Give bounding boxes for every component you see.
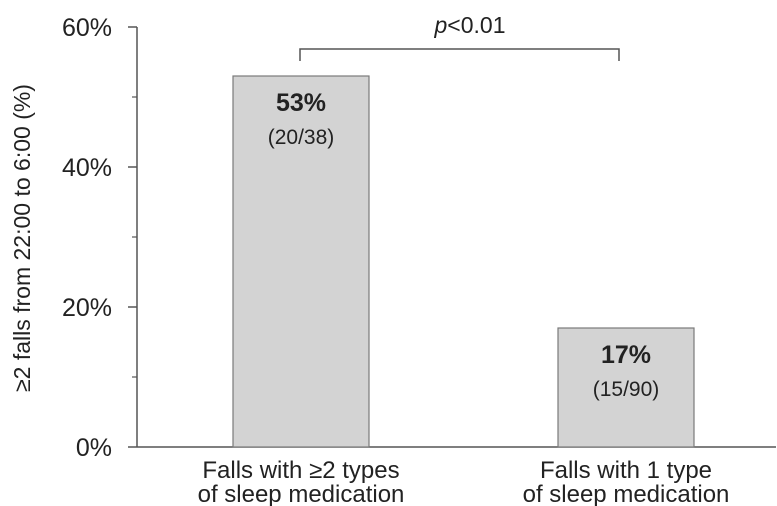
p-value-label: p<0.01 [434,12,506,38]
significance-bracket-line [299,48,620,61]
y-tick-label: 20% [62,294,112,322]
x-category-label-line: of sleep medication [198,481,405,506]
x-category-label: Falls with ≥2 types of sleep medication [198,457,405,506]
y-tick-label: 60% [62,14,112,42]
bar-value-label: 17% [601,341,651,369]
bar-value-label: 53% [276,89,326,117]
x-category-label: Falls with 1 type of sleep medication [523,457,730,506]
y-tick-label: 0% [76,434,112,462]
p-symbol: p [434,12,448,38]
bar [232,75,370,448]
y-tick-label: 40% [62,154,112,182]
x-category-label-line: Falls with ≥2 types [202,457,399,484]
x-category-label-line: of sleep medication [523,481,730,506]
significance-bracket: p<0.01 [299,12,620,61]
bar [557,327,695,448]
y-axis-label: ≥2 falls from 22:00 to 6:00 (%) [9,84,35,392]
bar-fraction-label: (20/38) [268,126,335,149]
x-category-label-line: Falls with 1 type [540,457,712,484]
bar-fraction-label: (15/90) [593,378,660,401]
p-value: <0.01 [447,12,505,38]
